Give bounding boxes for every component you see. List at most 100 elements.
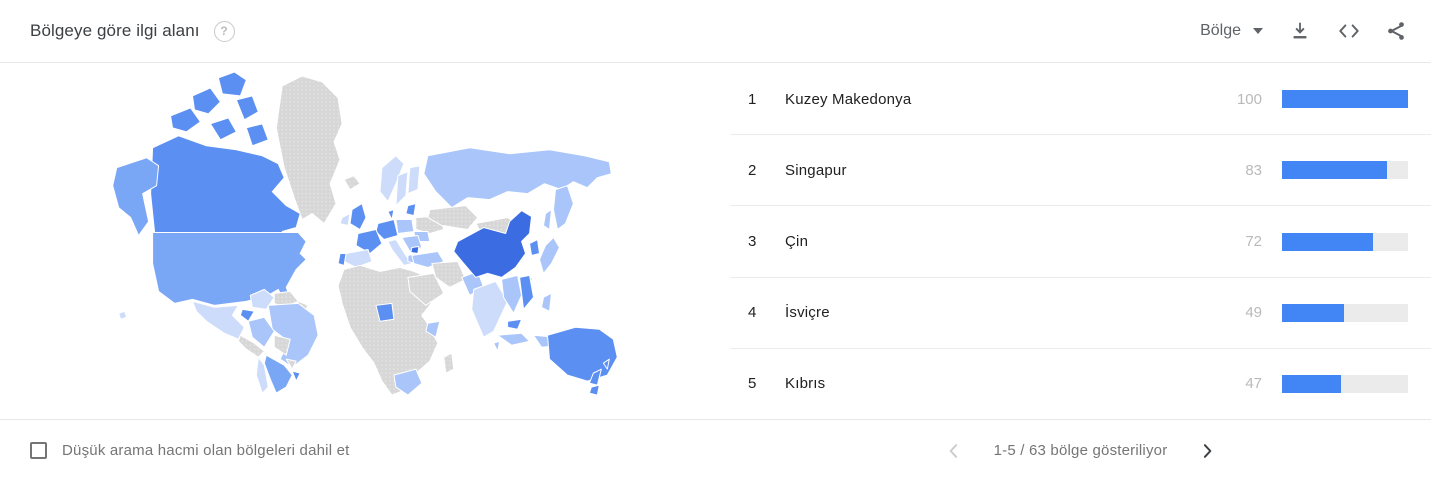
map-region-kazakhstan[interactable] — [427, 205, 479, 231]
value-bar-track — [1282, 303, 1408, 322]
map-region-ireland[interactable] — [339, 213, 351, 227]
download-icon[interactable] — [1289, 20, 1311, 42]
world-map[interactable] — [0, 64, 730, 419]
region-name: Çin — [785, 233, 809, 250]
region-rank: 1 — [748, 90, 757, 108]
map-region-mexico[interactable] — [191, 300, 245, 340]
low-volume-checkbox-label: Düşük arama hacmi olan bölgeleri dahil e… — [62, 442, 350, 459]
low-volume-toggle[interactable]: Düşük arama hacmi olan bölgeleri dahil e… — [0, 442, 730, 459]
map-region-brazil[interactable] — [267, 302, 319, 368]
region-row-5[interactable]: 5 Kıbrıs 47 — [730, 349, 1431, 419]
map-region-china[interactable] — [453, 210, 533, 278]
map-region-spain[interactable] — [343, 248, 373, 268]
region-value: 72 — [1245, 233, 1262, 250]
region-row-2[interactable]: 2 Singapur 83 — [730, 135, 1431, 207]
map-region-madagascar[interactable] — [443, 352, 455, 374]
region-rank: 4 — [748, 304, 757, 322]
previous-page-icon — [944, 441, 964, 461]
map-region-denmark[interactable] — [387, 209, 395, 221]
map-region-norway[interactable] — [379, 155, 405, 203]
map-region-chile[interactable] — [255, 356, 269, 394]
region-metric-dropdown[interactable]: Bölge — [1200, 22, 1263, 40]
region-ranking-list: 1 Kuzey Makedonya 100 2 Singapur 83 3 Çi… — [730, 64, 1431, 419]
map-region-africa[interactable] — [337, 264, 439, 396]
region-row-1[interactable]: 1 Kuzey Makedonya 100 — [730, 64, 1431, 136]
map-region-greenland[interactable] — [275, 75, 343, 225]
map-region-nigeria[interactable] — [375, 302, 395, 322]
widget-footer: Düşük arama hacmi olan bölgeleri dahil e… — [0, 419, 1431, 481]
value-bar-fill — [1282, 303, 1344, 322]
map-region-bolivia[interactable] — [273, 334, 291, 356]
pagination-label: 1-5 / 63 bölge gösteriliyor — [993, 442, 1168, 459]
map-region-vietnam[interactable] — [519, 274, 535, 310]
value-bar-fill — [1282, 90, 1408, 109]
embed-code-icon[interactable] — [1337, 20, 1359, 42]
map-region-north-macedonia[interactable] — [410, 245, 420, 254]
map-region-kenya[interactable] — [425, 320, 441, 338]
low-volume-checkbox[interactable] — [30, 442, 47, 459]
region-rank: 2 — [748, 161, 757, 179]
map-region-alaska[interactable] — [112, 157, 160, 237]
map-region-new-zealand[interactable] — [588, 358, 610, 386]
map-region-myanmar-thailand[interactable] — [501, 274, 523, 314]
map-region-sakhalin[interactable] — [542, 209, 552, 231]
map-region-south-africa[interactable] — [393, 368, 423, 396]
map-region-canada-islands[interactable] — [170, 71, 269, 147]
map-region-hawaii[interactable] — [118, 310, 128, 320]
region-row-4[interactable]: 4 İsviçre 49 — [730, 278, 1431, 349]
chevron-down-icon — [1253, 28, 1263, 34]
map-region-baltics[interactable] — [405, 203, 417, 217]
map-region-finland[interactable] — [407, 165, 421, 195]
value-bar-track — [1282, 232, 1408, 251]
map-region-russia[interactable] — [423, 147, 612, 209]
map-region-uruguay[interactable] — [291, 370, 301, 382]
map-region-australia[interactable] — [546, 326, 618, 382]
page-title: Bölgeye göre ilgi alanı — [30, 21, 200, 40]
world-map-panel — [0, 64, 730, 419]
help-icon[interactable]: ? — [213, 20, 235, 42]
map-region-peru[interactable] — [247, 316, 275, 348]
map-region-poland[interactable] — [395, 219, 415, 235]
map-region-iran[interactable] — [431, 260, 467, 288]
map-region-philippines[interactable] — [541, 292, 552, 312]
pagination: 1-5 / 63 bölge gösteriliyor — [730, 441, 1431, 461]
region-name: Kıbrıs — [785, 375, 826, 393]
value-bar-fill — [1282, 161, 1387, 180]
map-regions[interactable] — [112, 71, 618, 396]
map-region-saudi-arabia[interactable] — [407, 272, 445, 306]
map-region-italy[interactable] — [387, 239, 413, 266]
value-bar-track — [1282, 374, 1408, 393]
region-row-3[interactable]: 3 Çin 72 — [730, 206, 1431, 278]
map-region-france[interactable] — [355, 229, 383, 254]
region-name: İsviçre — [785, 304, 830, 322]
map-region-india[interactable] — [471, 280, 509, 338]
region-value: 49 — [1245, 304, 1262, 322]
map-region-uk[interactable] — [349, 203, 367, 231]
region-metric-dropdown-label: Bölge — [1200, 22, 1241, 39]
map-region-portugal[interactable] — [337, 252, 347, 266]
next-page-icon[interactable] — [1197, 441, 1217, 461]
share-icon[interactable] — [1385, 20, 1407, 42]
map-region-tasmania[interactable] — [588, 384, 600, 396]
widget-body: 1 Kuzey Makedonya 100 2 Singapur 83 3 Çi… — [0, 64, 1431, 419]
value-bar-fill — [1282, 374, 1342, 393]
map-region-japan[interactable] — [539, 237, 560, 274]
map-region-sweden[interactable] — [395, 171, 409, 207]
map-region-iceland[interactable] — [343, 175, 361, 191]
widget-header: Bölgeye göre ilgi alanı ? Bölge — [0, 0, 1431, 63]
map-region-korea[interactable] — [529, 239, 541, 256]
map-region-sri-lanka[interactable] — [493, 340, 501, 352]
region-rank: 3 — [748, 233, 757, 250]
region-value: 100 — [1236, 90, 1262, 108]
map-region-ecuador[interactable] — [239, 308, 255, 322]
map-region-kamchatka[interactable] — [552, 185, 574, 231]
region-name: Singapur — [785, 161, 847, 179]
value-bar-fill — [1282, 232, 1373, 251]
map-region-malaysia[interactable] — [507, 318, 523, 330]
map-region-colombia[interactable] — [249, 288, 275, 310]
region-value: 83 — [1245, 161, 1262, 179]
region-value: 47 — [1245, 375, 1262, 393]
map-region-argentina[interactable] — [263, 354, 293, 394]
map-region-paraguay[interactable] — [285, 358, 297, 370]
region-rank: 5 — [748, 375, 757, 393]
